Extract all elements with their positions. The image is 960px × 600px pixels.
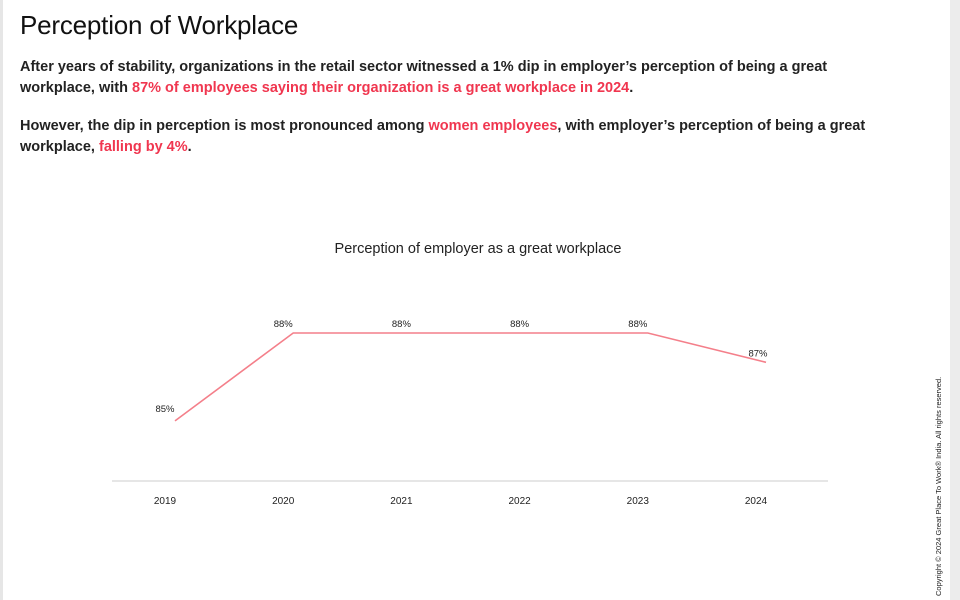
intro-text-2: . — [629, 80, 634, 96]
copyright-note: Copyright © 2024 Great Place To Work® In… — [934, 376, 943, 596]
data-label-2024: 87% — [748, 348, 768, 359]
page-frame-right — [950, 0, 960, 600]
intro-highlight: 87% of employees saying their organizati… — [132, 80, 630, 96]
series-line — [174, 332, 767, 422]
page-frame-left — [0, 0, 3, 600]
data-label-2019: 85% — [155, 404, 175, 415]
detail-highlight-falling: falling by 4% — [98, 139, 188, 155]
x-tick-label-2024: 2024 — [745, 496, 768, 507]
detail-text-2: , with employer’s perception of being a … — [20, 118, 866, 155]
x-tick-label-2020: 2020 — [272, 496, 295, 507]
intro-text-1: After years of stability, organizations … — [20, 59, 828, 96]
detail-text-1: However, the dip in perception is most p… — [20, 118, 429, 134]
data-label-2022: 88% — [510, 319, 530, 330]
intro-paragraph: After years of stability, organizations … — [20, 57, 900, 99]
x-tick-label-2022: 2022 — [508, 496, 531, 507]
data-label-2020: 88% — [274, 319, 294, 330]
detail-highlight-women: women employees — [428, 118, 558, 134]
data-label-2023: 88% — [628, 319, 648, 330]
detail-text-3: . — [187, 139, 192, 155]
x-tick-label-2021: 2021 — [390, 496, 413, 507]
x-tick-label-2023: 2023 — [627, 496, 650, 507]
x-tick-label-2019: 2019 — [154, 496, 177, 507]
page-title: Perception of Workplace — [20, 10, 299, 40]
data-label-2021: 88% — [392, 319, 412, 330]
chart-title: Perception of employer as a great workpl… — [335, 241, 622, 257]
detail-paragraph: However, the dip in perception is most p… — [20, 116, 900, 158]
